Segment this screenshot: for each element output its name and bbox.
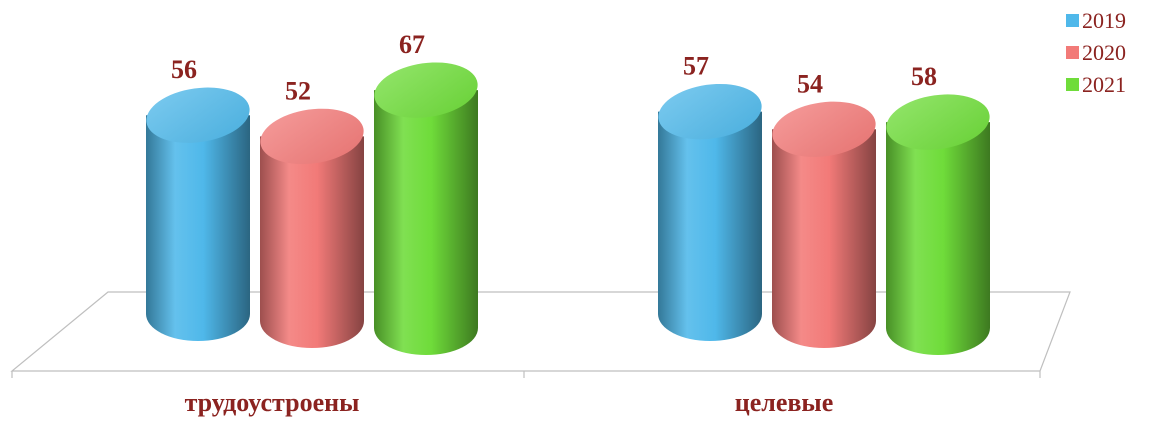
legend-label-2020: 2020 — [1082, 40, 1126, 65]
legend-label-2019: 2019 — [1082, 8, 1126, 33]
category-label-1: целевые — [735, 388, 834, 417]
bar-top — [772, 101, 876, 157]
bar-2020-1 — [772, 101, 876, 348]
bar-top — [658, 83, 762, 140]
category-labels: трудоустроены целевые — [185, 388, 834, 417]
bar-top — [146, 87, 250, 143]
bar-top — [374, 62, 478, 118]
bar-body — [374, 90, 478, 356]
bar-2019-0 — [146, 87, 250, 341]
bar-body — [886, 122, 990, 355]
legend-swatch-2021 — [1066, 78, 1079, 91]
bar-2021-1 — [886, 94, 990, 355]
bar-top — [260, 108, 364, 165]
bar-body — [772, 129, 876, 348]
bars — [146, 62, 990, 356]
value-label-2020-1: 54 — [797, 69, 823, 98]
legend-label-2021: 2021 — [1082, 72, 1126, 97]
legend-swatch-2019 — [1066, 14, 1079, 27]
bar-2019-1 — [658, 83, 762, 342]
value-label-2021-1: 58 — [911, 62, 937, 91]
value-label-2020-0: 52 — [285, 76, 311, 105]
category-label-0: трудоустроены — [185, 388, 360, 417]
bar-top — [886, 94, 990, 150]
bar-2021-0 — [374, 62, 478, 356]
value-label-2021-0: 67 — [399, 30, 425, 59]
bar-body — [658, 111, 762, 342]
value-labels: 56 52 67 57 54 58 — [171, 30, 937, 105]
bar-body — [146, 115, 250, 341]
bar-2020-0 — [260, 108, 364, 348]
legend: 2019 2020 2021 — [1066, 8, 1126, 97]
legend-swatch-2020 — [1066, 46, 1079, 59]
value-label-2019-0: 56 — [171, 55, 197, 84]
bar-body — [260, 136, 364, 348]
value-label-2019-1: 57 — [683, 52, 709, 81]
